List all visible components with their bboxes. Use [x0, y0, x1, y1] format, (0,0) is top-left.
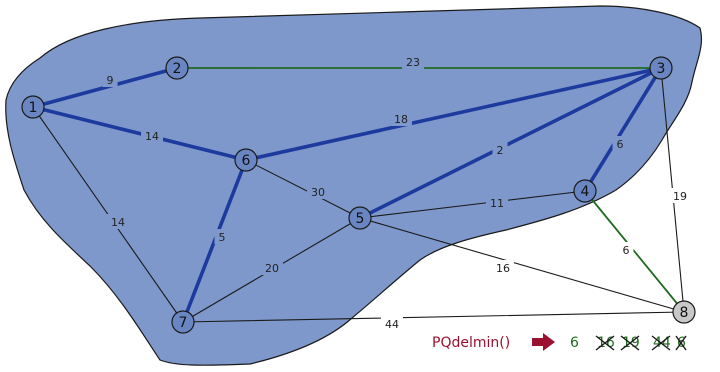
edge-weight-bg	[669, 188, 691, 203]
node-circle	[649, 56, 673, 80]
edge-5-8	[359, 217, 685, 313]
edge-weight-bg	[102, 72, 118, 87]
node-circle	[234, 148, 258, 172]
node-4: 4	[573, 179, 597, 203]
edge-4-8	[584, 190, 685, 313]
node-label: 6	[242, 153, 251, 169]
edge-weight-bg	[307, 184, 329, 199]
node-3: 3	[649, 56, 673, 80]
edge-weight-4-8: 6	[623, 244, 630, 257]
edge-weight-7-5: 20	[265, 262, 279, 275]
pq-delmin-panel: PQdelmin() 6 1619446	[432, 333, 687, 351]
edge-weight-bg	[492, 142, 508, 157]
node-circle	[348, 206, 372, 230]
pq-crossed-values: 1619446	[595, 335, 687, 351]
edge-weight-1-6: 14	[145, 130, 159, 143]
node-circle	[165, 56, 189, 80]
node-circle	[171, 310, 195, 334]
cut-region	[5, 5, 703, 366]
edge-weight-2-3: 23	[406, 56, 420, 69]
edge-weight-bg	[261, 260, 283, 275]
edge-weight-bg	[390, 111, 412, 126]
node-5: 5	[348, 206, 372, 230]
arrow-right-icon	[532, 333, 555, 351]
node-circle	[21, 95, 45, 119]
node-label: 3	[657, 61, 666, 77]
edge-7-8	[182, 311, 685, 323]
edge-weight-bg	[141, 128, 163, 143]
pq-delmin-label: PQdelmin()	[432, 335, 510, 351]
edge-weight-1-7: 14	[111, 216, 125, 229]
node-label: 4	[581, 184, 590, 200]
strike-icon	[651, 335, 671, 351]
node-7: 7	[171, 310, 195, 334]
edge-weight-bg	[486, 195, 508, 210]
node-label: 2	[173, 61, 182, 77]
edge-weight-3-4: 6	[617, 138, 624, 151]
edge-weight-bg	[381, 316, 403, 331]
edge-5-3	[358, 66, 663, 220]
edge-weight-bg	[612, 136, 628, 151]
edge-weight-1-2: 9	[107, 74, 114, 87]
edge-weight-3-8: 19	[673, 190, 687, 203]
node-6: 6	[234, 148, 258, 172]
edge-1-2	[31, 66, 179, 109]
edge-3-4	[583, 66, 663, 193]
strike-icon	[675, 335, 687, 351]
strike-icon	[595, 335, 615, 351]
node-circle	[672, 300, 696, 324]
edge-weight-bg	[618, 242, 634, 257]
strike-icon	[620, 335, 640, 351]
pq-current-value: 6	[570, 335, 579, 351]
edge-weight-bg	[107, 214, 129, 229]
edge-weight-5-8: 16	[496, 262, 510, 275]
edge-5-4	[359, 190, 586, 219]
edge-weight-6-5: 30	[311, 186, 325, 199]
edge-weight-7-8: 44	[385, 318, 399, 331]
node-1: 1	[21, 95, 45, 119]
edge-weight-6-3: 18	[394, 113, 408, 126]
node-8: 8	[672, 300, 696, 324]
node-label: 7	[179, 315, 188, 331]
edge-weight-bg	[402, 54, 424, 69]
node-2: 2	[165, 56, 189, 80]
node-label: 8	[680, 305, 689, 321]
node-circle	[573, 179, 597, 203]
node-label: 1	[29, 100, 38, 116]
edge-6-5	[245, 159, 361, 219]
edge-1-6	[31, 105, 248, 162]
node-label: 5	[356, 211, 365, 227]
edge-weight-5-3: 2	[497, 144, 504, 157]
edge-weight-bg	[492, 260, 514, 275]
edge-6-3	[244, 66, 663, 162]
edge-weight-6-7: 5	[219, 231, 226, 244]
edge-weight-5-4: 11	[490, 197, 504, 210]
edge-weight-bg	[214, 229, 230, 244]
